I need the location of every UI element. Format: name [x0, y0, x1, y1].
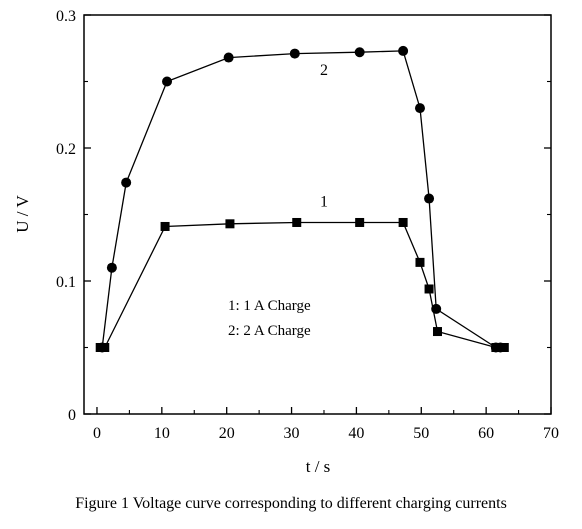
data-point	[415, 257, 425, 267]
figure-caption: Figure 1 Voltage curve corresponding to …	[75, 495, 507, 512]
chart: 0 10 20 30 40 50 60 70 0 0.1 0.2 0.3 1 2 t / s U / V…	[13, 8, 559, 476]
data-point	[398, 217, 408, 227]
y-tick-label: 0.2	[56, 141, 76, 158]
y-tick-label: 0.1	[56, 274, 76, 291]
x-tick-label: 50	[413, 425, 429, 442]
x-tick-label: 20	[219, 425, 235, 442]
data-point	[354, 47, 365, 58]
data-point	[424, 284, 434, 294]
x-tick-label: 70	[543, 425, 559, 442]
y-axis-label: U / V	[13, 195, 32, 233]
data-point	[424, 193, 435, 204]
data-point	[106, 262, 117, 273]
legend: 1: 1 A Charge 2: 2 A Charge	[228, 298, 311, 339]
data-point	[432, 327, 442, 337]
x-tick-label: 30	[284, 425, 300, 442]
x-tick-label: 60	[478, 425, 494, 442]
y-tick-label: 0.3	[56, 8, 76, 25]
x-axis-label: t / s	[306, 457, 331, 476]
x-tick-label: 10	[154, 425, 170, 442]
data-point	[398, 45, 409, 56]
data-point	[97, 342, 108, 353]
data-point	[121, 177, 132, 188]
legend-entry: 2: 2 A Charge	[228, 323, 311, 339]
legend-entry: 1: 1 A Charge	[228, 298, 311, 314]
data-point	[495, 342, 506, 353]
y-tick-label: 0	[68, 407, 76, 424]
data-point	[414, 103, 425, 114]
x-tick-label: 0	[93, 425, 101, 442]
data-point	[355, 217, 365, 227]
data-point	[160, 221, 170, 231]
x-tick-label: 40	[348, 425, 364, 442]
data-point	[225, 219, 235, 229]
series-label: 1	[320, 194, 328, 211]
plot-frame	[83, 14, 552, 415]
data-point	[292, 217, 302, 227]
series-line	[100, 221, 505, 349]
series-label: 2	[320, 62, 328, 79]
data-point	[289, 48, 300, 59]
series-2	[97, 45, 506, 353]
data-point	[162, 76, 173, 87]
data-point	[431, 303, 442, 314]
data-point	[223, 52, 234, 63]
